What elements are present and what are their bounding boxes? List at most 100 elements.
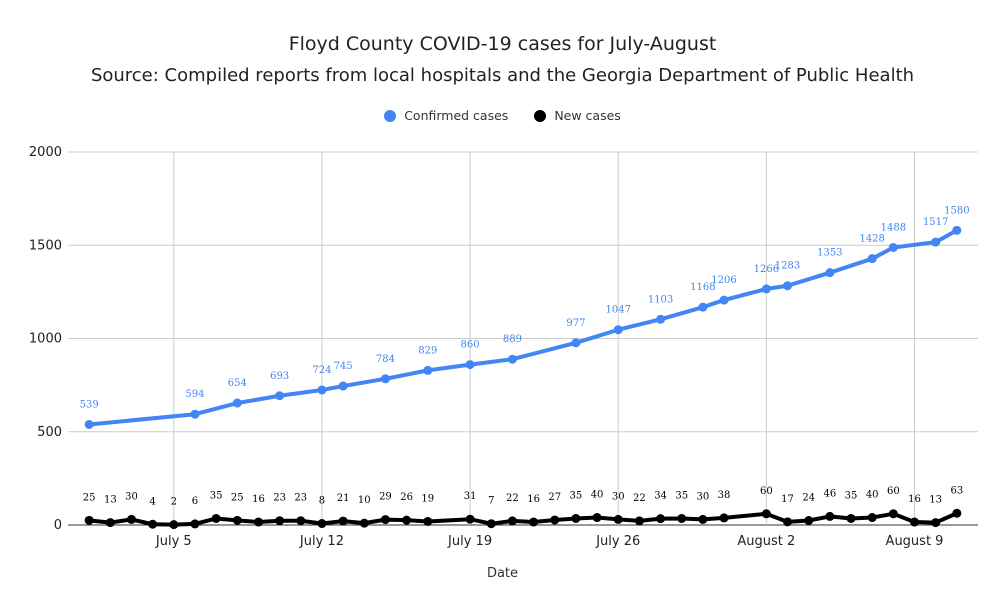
point-new	[317, 519, 327, 529]
data-label-new: 23	[294, 493, 307, 504]
data-label-new: 25	[231, 492, 244, 503]
x-tick-label: August 2	[737, 534, 795, 549]
point-new	[634, 516, 644, 526]
data-label-new: 13	[929, 495, 942, 506]
data-label-confirmed: 1428	[859, 234, 884, 245]
point-confirmed	[317, 385, 327, 395]
data-label-confirmed: 693	[270, 371, 289, 382]
data-label-confirmed: 1206	[711, 275, 736, 286]
point-confirmed	[931, 237, 941, 247]
point-confirmed	[380, 374, 390, 384]
point-new	[698, 514, 708, 524]
y-tick-label: 500	[37, 425, 62, 440]
point-confirmed	[888, 242, 898, 252]
data-label-new: 7	[488, 496, 494, 507]
legend-swatch-confirmed	[384, 109, 397, 122]
data-label-confirmed: 1283	[775, 261, 800, 272]
data-label-new: 16	[252, 494, 265, 505]
point-new	[529, 517, 539, 527]
point-confirmed	[698, 302, 708, 312]
point-new	[888, 509, 898, 519]
data-label-new: 2	[171, 497, 177, 508]
data-label-confirmed: 829	[418, 345, 437, 356]
data-label-new: 63	[950, 485, 963, 496]
data-label-new: 60	[887, 486, 900, 497]
data-label-new: 25	[83, 492, 96, 503]
point-new	[677, 513, 687, 523]
data-label-confirmed: 539	[80, 399, 99, 410]
point-new	[783, 517, 793, 527]
data-label-new: 24	[802, 493, 815, 504]
data-label-new: 46	[823, 488, 836, 499]
point-new	[126, 514, 136, 524]
data-label-confirmed: 860	[461, 340, 480, 351]
y-tick-label: 0	[54, 518, 62, 533]
data-label-confirmed: 654	[228, 378, 247, 389]
data-label-new: 35	[210, 490, 223, 501]
data-label-new: 22	[506, 493, 519, 504]
point-new	[275, 516, 285, 526]
point-new	[169, 520, 179, 530]
data-label-new: 30	[125, 491, 138, 502]
x-tick-label: July 5	[155, 534, 192, 549]
data-label-new: 30	[612, 491, 625, 502]
point-new	[804, 516, 814, 526]
data-label-new: 22	[633, 493, 646, 504]
point-confirmed	[571, 338, 581, 348]
data-label-new: 29	[379, 492, 392, 503]
data-label-new: 21	[337, 493, 350, 504]
data-label-new: 35	[675, 490, 688, 501]
point-new	[486, 519, 496, 529]
data-label-new: 35	[570, 490, 583, 501]
data-label-confirmed: 1103	[648, 294, 673, 305]
series-line-new	[87, 511, 959, 527]
point-confirmed	[232, 398, 242, 408]
data-label-confirmed: 1266	[754, 264, 779, 275]
point-new	[359, 518, 369, 528]
point-confirmed	[656, 314, 666, 324]
data-label-new: 40	[866, 490, 879, 501]
point-confirmed	[465, 360, 475, 370]
data-label-confirmed: 745	[334, 361, 353, 372]
legend: Confirmed cases New cases	[0, 108, 1005, 123]
point-confirmed	[507, 354, 517, 364]
point-new	[465, 514, 475, 524]
y-tick-label: 1500	[29, 238, 62, 253]
point-new	[571, 513, 581, 523]
point-new	[550, 515, 560, 525]
x-tick-label: August 9	[886, 534, 944, 549]
data-label-new: 40	[591, 490, 604, 501]
data-label-new: 23	[273, 493, 286, 504]
x-axis-label: Date	[486, 566, 519, 581]
point-new	[867, 513, 877, 523]
data-label-confirmed: 977	[566, 318, 585, 329]
data-label-new: 31	[464, 491, 477, 502]
point-new	[423, 516, 433, 526]
point-new	[253, 517, 263, 527]
point-confirmed	[275, 391, 285, 401]
point-new	[952, 508, 962, 518]
point-new	[296, 516, 306, 526]
point-confirmed	[423, 365, 433, 375]
data-label-confirmed: 724	[312, 365, 331, 376]
point-new	[402, 515, 412, 525]
legend-item-confirmed: Confirmed cases	[384, 108, 508, 123]
point-new	[761, 509, 771, 519]
data-label-confirmed: 1168	[690, 282, 715, 293]
point-confirmed	[825, 268, 835, 278]
data-label-confirmed: 1353	[817, 248, 842, 259]
data-label-new: 19	[421, 493, 434, 504]
x-tick-label: July 19	[447, 534, 492, 549]
point-new	[719, 513, 729, 523]
data-label-new: 30	[697, 491, 710, 502]
x-tick-label: July 12	[299, 534, 344, 549]
data-label-new: 4	[149, 496, 155, 507]
data-label-confirmed: 1580	[944, 205, 969, 216]
point-new	[825, 511, 835, 521]
legend-item-new: New cases	[534, 108, 621, 123]
point-new	[84, 515, 94, 525]
point-confirmed	[84, 419, 94, 429]
data-label-new: 16	[908, 494, 921, 505]
data-label-new: 6	[192, 496, 198, 507]
